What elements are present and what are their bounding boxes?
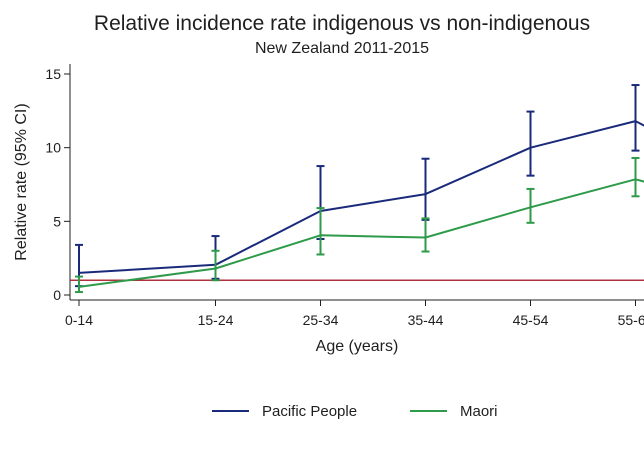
chart-title: Relative incidence rate indigenous vs no… xyxy=(93,12,591,35)
x-axis-title: Age (years) xyxy=(316,338,399,355)
legend-label: Maori xyxy=(460,403,498,420)
x-tick-label: 0-14 xyxy=(65,312,93,328)
y-tick-label: 5 xyxy=(53,213,61,229)
x-tick-label: 45-54 xyxy=(513,312,549,328)
x-tick-label: 15-24 xyxy=(198,312,234,328)
x-tick-label: 25-34 xyxy=(303,312,339,328)
series-group xyxy=(75,84,644,294)
y-axis-title: Relative rate (95% CI) xyxy=(13,103,30,260)
y-ticks: 0 5 10 15 xyxy=(45,66,70,303)
series-line xyxy=(78,120,644,274)
legend-label: Pacific People xyxy=(262,403,357,420)
x-tick-label: 35-44 xyxy=(408,312,444,328)
y-tick-label: 10 xyxy=(45,140,61,156)
y-tick-label: 0 xyxy=(53,287,61,303)
chart-subtitle: New Zealand 2011-2015 xyxy=(254,40,430,57)
series-maori xyxy=(75,156,644,294)
x-tick-label: 55-64 xyxy=(618,312,644,328)
series-line xyxy=(78,178,644,288)
series-pacific-people xyxy=(75,84,644,288)
axes xyxy=(69,64,644,301)
legend: Pacific People Maori xyxy=(212,403,498,420)
y-tick-label: 15 xyxy=(45,66,61,82)
